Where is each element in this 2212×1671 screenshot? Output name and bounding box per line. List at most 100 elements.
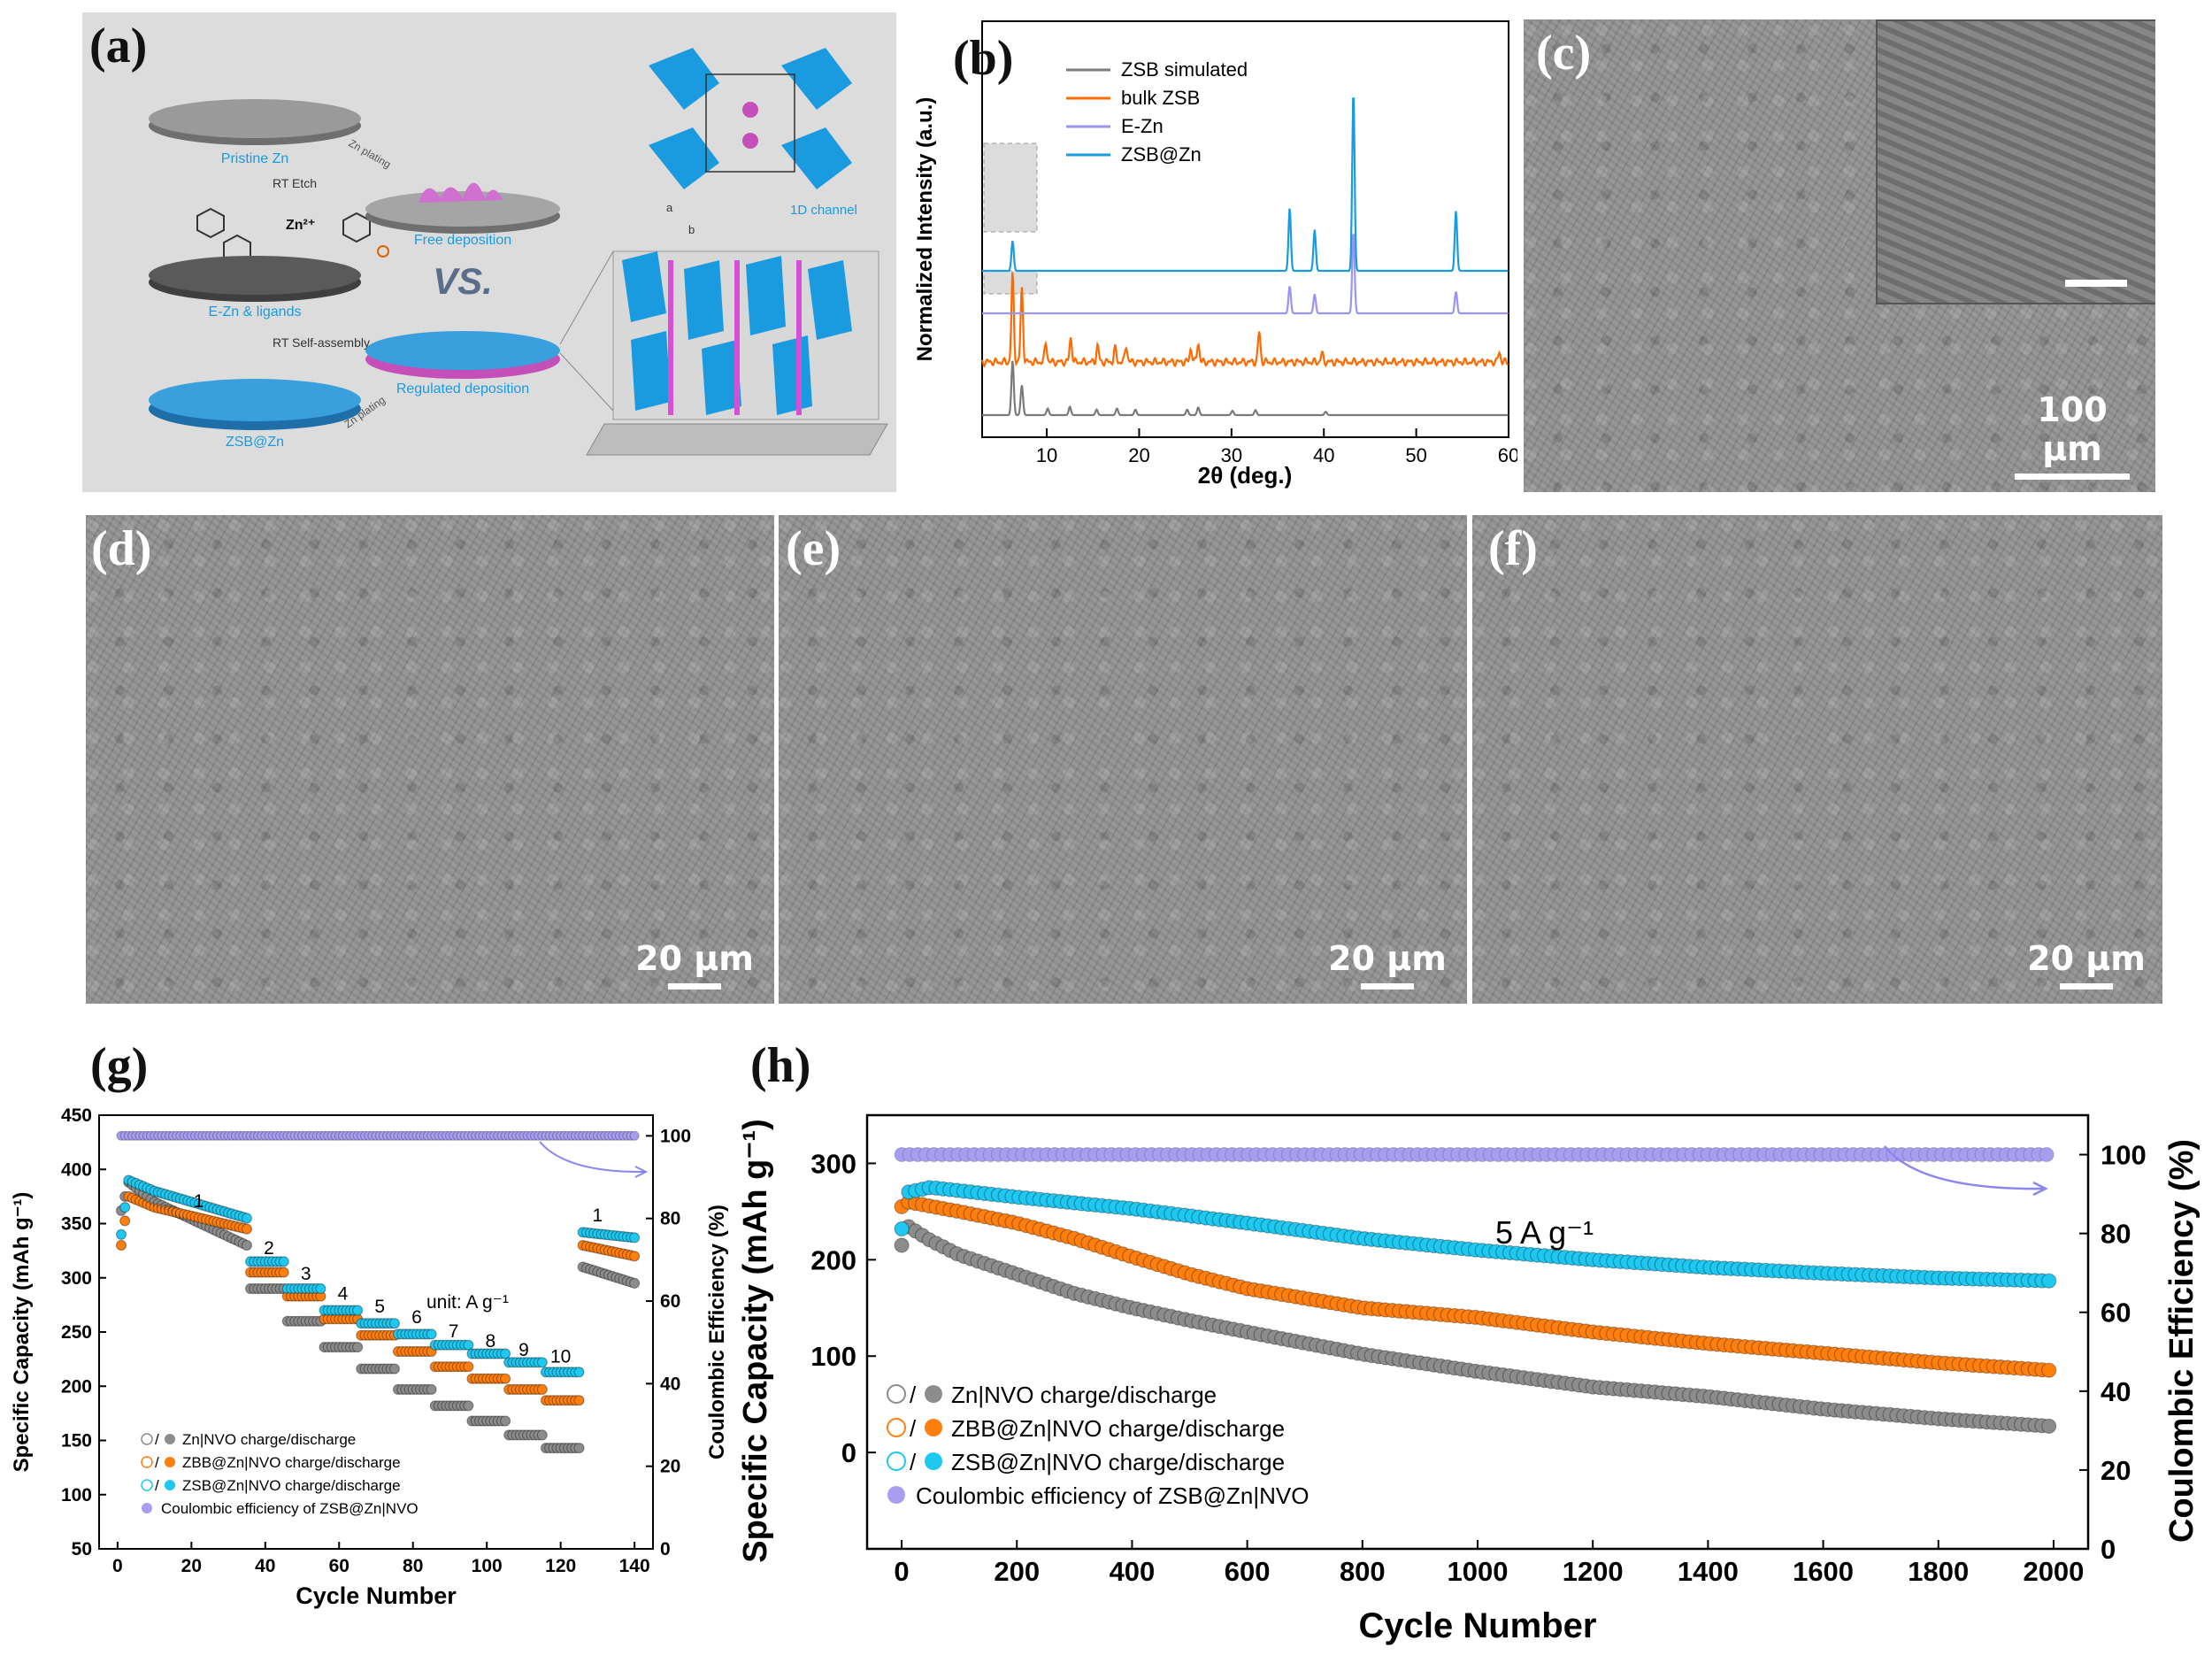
rate-point xyxy=(463,1361,474,1373)
vs-label: VS. xyxy=(433,260,493,302)
channel-structure xyxy=(649,48,852,189)
rate-y2-tick-label: 0 xyxy=(660,1539,671,1559)
cycling-legend-entry: Coulombic efficiency of ZSB@Zn|NVO xyxy=(916,1482,1310,1509)
xrd-x-tick-label: 10 xyxy=(1036,444,1057,466)
zsbzn-disk xyxy=(149,379,361,430)
cycling-point xyxy=(2041,1362,2057,1378)
xrd-zoom-box xyxy=(983,270,1038,295)
rate-unit-note: unit: A g⁻¹ xyxy=(426,1292,509,1313)
rate-step-label: 4 xyxy=(338,1283,349,1304)
xrd-series-line xyxy=(982,360,1509,417)
rate-point xyxy=(241,1223,252,1235)
rate-point xyxy=(278,1267,289,1278)
cycling-legend-filled-marker xyxy=(925,1452,942,1470)
cycling-x-axis-label: Cycle Number xyxy=(1359,1606,1597,1645)
panel-c-scale-text: 100 μm xyxy=(2037,390,2108,468)
panel-b-label: (b) xyxy=(953,31,1014,86)
panel-a: (a) Pristine Zn RT Etch Zn plating Zn²⁺ … xyxy=(82,12,896,492)
cycling-ce-arrowhead xyxy=(2032,1181,2048,1197)
rate-y-tick-label: 400 xyxy=(61,1159,92,1180)
pristine-label: Pristine Zn xyxy=(221,151,288,166)
cycling-x-tick-label: 1800 xyxy=(1908,1556,1969,1587)
cycling-y-tick-label: 200 xyxy=(810,1244,856,1275)
ezn-disk xyxy=(149,256,361,302)
panel-a-schematic: Pristine Zn RT Etch Zn plating Zn²⁺ E-Zn… xyxy=(149,48,888,456)
rate-legend-open-marker xyxy=(141,1456,153,1468)
rate-ce-arrow xyxy=(539,1141,645,1174)
rate-point xyxy=(119,1202,131,1213)
cycling-y2-tick-label: 0 xyxy=(2101,1534,2116,1565)
cycling-point xyxy=(894,1237,910,1253)
rate-x-tick-label: 40 xyxy=(255,1556,275,1576)
rate-legend-open-marker xyxy=(141,1433,153,1445)
cycling-legend-open-marker xyxy=(887,1384,906,1404)
rate-x-tick-label: 140 xyxy=(619,1556,650,1576)
rate-points xyxy=(115,1130,641,1454)
panel-h: (h) 0 200 400 600 800 1000 1200 1400 1600 1800 200… xyxy=(734,1027,2212,1664)
panel-g: (g) 0 20 40 60 80 100 120 140 50 100 150 200 250 300 3… xyxy=(0,1027,734,1664)
rate-x-tick-label: 120 xyxy=(545,1556,576,1576)
rate-point xyxy=(573,1367,585,1378)
xrd-legend-entry: E-Zn xyxy=(1121,115,1164,137)
rate-legend-filled-marker xyxy=(165,1457,175,1467)
cycling-legend-slash: / xyxy=(910,1415,917,1442)
rate-legend-slash: / xyxy=(155,1431,159,1448)
panel-e-label: (e) xyxy=(786,521,841,576)
cycling-x-tick-label: 1000 xyxy=(1448,1556,1509,1587)
cycling-point xyxy=(894,1221,910,1237)
panel-d-label: (d) xyxy=(91,521,152,576)
self-assembly-label: RT Self-assembly xyxy=(273,335,370,350)
xrd-x-tick-label: 60 xyxy=(1498,444,1517,466)
rate-step-label: 1 xyxy=(194,1191,204,1212)
rate-point xyxy=(536,1357,548,1368)
rate-legend-slash: / xyxy=(155,1454,159,1471)
cycling-y2-tick-label: 60 xyxy=(2101,1298,2131,1328)
cycling-legend-open-marker xyxy=(887,1452,906,1471)
cycling-point xyxy=(2041,1418,2057,1434)
panel-f-label: (f) xyxy=(1488,521,1538,576)
assembled-array xyxy=(559,250,888,456)
xrd-y-axis-label: Normalized Intensity (a.u.) xyxy=(913,97,937,362)
inset-scale-bar xyxy=(2065,280,2127,287)
axis-a-label: a xyxy=(666,201,673,214)
xrd-x-axis-label: 2θ (deg.) xyxy=(1198,462,1293,489)
rate-x-tick-label: 100 xyxy=(472,1556,503,1576)
cycling-legend-entry: ZBB@Zn|NVO charge/discharge xyxy=(951,1415,1285,1442)
channel-label: 1D channel xyxy=(790,203,857,218)
rate-x-tick-label: 60 xyxy=(329,1556,349,1576)
rate-y2-tick-label: 100 xyxy=(660,1126,691,1146)
rate-step-label: 10 xyxy=(550,1346,571,1367)
free-deposition-disk xyxy=(365,182,560,234)
rate-legend-ce-marker xyxy=(142,1503,152,1513)
cycling-legend-slash: / xyxy=(910,1382,917,1408)
cycling-ce-point xyxy=(2039,1146,2055,1163)
rate-legend-open-marker xyxy=(141,1479,153,1491)
cycling-x-tick-label: 1200 xyxy=(1563,1556,1624,1587)
axis-b-label: b xyxy=(688,223,695,236)
rate-point xyxy=(426,1328,437,1340)
rate-chart: 0 20 40 60 80 100 120 1405010015020025030035040… xyxy=(10,1105,729,1609)
rate-point xyxy=(463,1339,474,1351)
panel-b: 10 20 30 40 50 60 ZSB simulated bulk ZSB E-Zn ZS… xyxy=(898,12,1517,492)
free-deposition-label: Free deposition xyxy=(414,233,511,248)
panel-f-scale-bar: 20 μm xyxy=(2024,939,2148,990)
rate-x-tick-label: 80 xyxy=(403,1556,423,1576)
cycling-x-tick-label: 800 xyxy=(1340,1556,1386,1587)
zsbzn-label: ZSB@Zn xyxy=(226,435,284,450)
rate-point xyxy=(352,1342,364,1353)
rate-point xyxy=(315,1282,326,1295)
panel-c-scale-bar: 100 μm xyxy=(2010,390,2134,480)
panel-a-label: (a) xyxy=(89,19,148,73)
cycling-chart: 0 200 400 600 800 1000 1200 1400 1600 1800 2000010… xyxy=(737,1113,2200,1645)
panel-d-scale-bar: 20 μm xyxy=(633,939,757,990)
rate-point xyxy=(573,1443,585,1454)
cycling-ce-arrow xyxy=(1884,1145,2045,1190)
cycling-y2-tick-label: 100 xyxy=(2101,1140,2147,1171)
panel-e-scale-text: 20 μm xyxy=(1328,939,1447,978)
rate-point xyxy=(241,1239,252,1251)
etch-label: RT Etch xyxy=(273,176,317,190)
rate-y2-tick-label: 80 xyxy=(660,1209,680,1229)
cycling-x-tick-label: 0 xyxy=(894,1556,909,1587)
cycling-legend-filled-marker xyxy=(925,1419,942,1436)
rate-legend-entry: ZBB@Zn|NVO charge/discharge xyxy=(182,1454,401,1471)
